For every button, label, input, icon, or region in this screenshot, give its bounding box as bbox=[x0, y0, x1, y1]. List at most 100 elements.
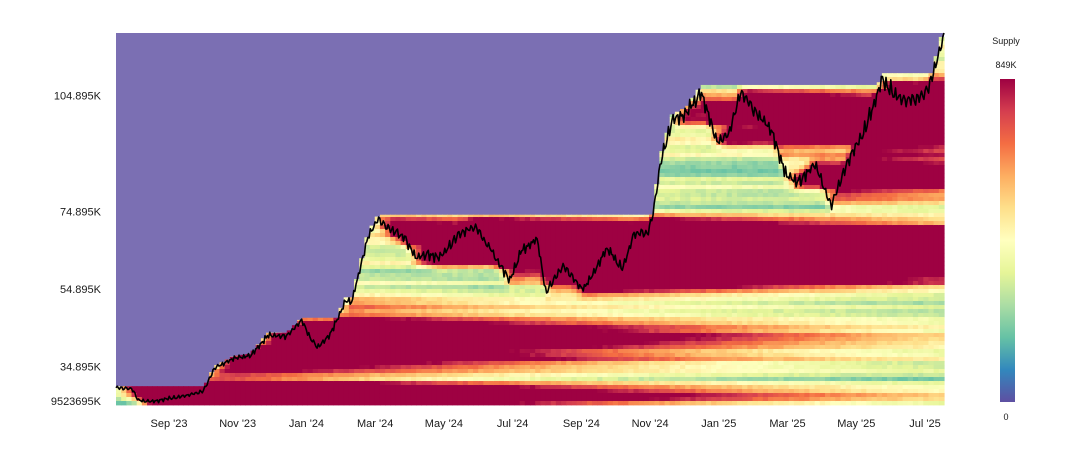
heatmap-cell bbox=[747, 309, 754, 314]
heatmap-cell bbox=[669, 153, 676, 158]
heatmap-cell bbox=[659, 325, 666, 330]
heatmap-cell bbox=[343, 401, 350, 406]
heatmap-cell bbox=[592, 321, 598, 326]
heatmap-cell bbox=[535, 373, 541, 378]
heatmap-cell bbox=[680, 193, 686, 198]
heatmap-cell bbox=[726, 337, 733, 342]
heatmap-cell bbox=[737, 361, 743, 366]
heatmap-cell bbox=[400, 214, 407, 218]
heatmap-cell bbox=[385, 245, 391, 250]
heatmap-cell bbox=[674, 169, 681, 174]
heatmap-cell bbox=[514, 373, 521, 378]
heatmap-column bbox=[514, 214, 521, 406]
heatmap-cell bbox=[442, 381, 448, 386]
heatmap-cell bbox=[514, 389, 521, 394]
heatmap-cell bbox=[638, 293, 645, 298]
heatmap-cell bbox=[700, 325, 707, 330]
heatmap-cell bbox=[711, 121, 717, 126]
heatmap-cell bbox=[421, 305, 428, 310]
heatmap-cell bbox=[685, 265, 692, 270]
heatmap-cell bbox=[493, 245, 500, 250]
heatmap-cell bbox=[690, 185, 697, 190]
heatmap-cell bbox=[260, 349, 267, 354]
heatmap-cell bbox=[690, 321, 697, 326]
heatmap-cell bbox=[457, 269, 464, 274]
heatmap-cell bbox=[721, 305, 728, 310]
heatmap-cell bbox=[752, 353, 759, 358]
heatmap-cell bbox=[338, 381, 345, 386]
heatmap-cell bbox=[597, 285, 604, 290]
heatmap-cell bbox=[504, 225, 510, 230]
heatmap-cell bbox=[493, 214, 500, 218]
heatmap-cell bbox=[452, 369, 459, 374]
heatmap-cell bbox=[286, 377, 293, 382]
heatmap-cell bbox=[333, 397, 340, 402]
heatmap-cell bbox=[266, 337, 272, 342]
heatmap-cell bbox=[462, 397, 469, 402]
heatmap-cell bbox=[555, 321, 562, 326]
heatmap-cell bbox=[716, 189, 723, 194]
heatmap-cell bbox=[405, 229, 412, 234]
heatmap-column bbox=[524, 214, 531, 406]
heatmap-cell bbox=[307, 357, 314, 362]
heatmap-cell bbox=[442, 273, 448, 278]
heatmap-cell bbox=[617, 385, 624, 390]
heatmap-cell bbox=[550, 309, 557, 314]
heatmap-cell bbox=[711, 353, 717, 358]
heatmap-cell bbox=[685, 125, 692, 130]
heatmap-cell bbox=[545, 305, 552, 310]
heatmap-cell bbox=[674, 125, 681, 130]
heatmap-column bbox=[136, 386, 143, 406]
heatmap-cell bbox=[379, 365, 386, 370]
heatmap-cell bbox=[379, 317, 386, 322]
heatmap-cell bbox=[664, 157, 671, 162]
heatmap-cell bbox=[752, 89, 759, 94]
heatmap-cell bbox=[462, 353, 469, 358]
heatmap-cell bbox=[752, 177, 759, 182]
heatmap-cell bbox=[700, 177, 707, 182]
heatmap-cell bbox=[343, 389, 350, 394]
heatmap-cell bbox=[623, 249, 629, 254]
heatmap-cell bbox=[737, 193, 743, 198]
heatmap-cell bbox=[581, 233, 588, 238]
heatmap-cell bbox=[586, 269, 593, 274]
heatmap-cell bbox=[586, 337, 593, 342]
heatmap-cell bbox=[457, 369, 464, 374]
heatmap-cell bbox=[737, 113, 743, 118]
heatmap-cell bbox=[659, 309, 666, 314]
heatmap-cell bbox=[602, 217, 609, 222]
heatmap-cell bbox=[711, 317, 717, 322]
heatmap-cell bbox=[628, 301, 635, 306]
heatmap-cell bbox=[338, 369, 345, 374]
heatmap-cell bbox=[592, 273, 598, 278]
heatmap-cell bbox=[452, 345, 459, 350]
heatmap-cell bbox=[592, 393, 598, 398]
heatmap-cell bbox=[550, 321, 557, 326]
heatmap-cell bbox=[524, 214, 531, 218]
heatmap-cell bbox=[473, 337, 479, 342]
heatmap-cell bbox=[504, 277, 510, 282]
heatmap-cell bbox=[478, 357, 485, 362]
heatmap-cell bbox=[566, 253, 572, 258]
heatmap-cell bbox=[597, 397, 604, 402]
heatmap-cell bbox=[431, 341, 438, 346]
heatmap-cell bbox=[405, 261, 412, 266]
heatmap-column bbox=[674, 111, 681, 406]
heatmap-cell bbox=[410, 289, 417, 294]
heatmap-cell bbox=[488, 214, 495, 218]
heatmap-cell bbox=[535, 389, 541, 394]
heatmap-cell bbox=[452, 285, 459, 290]
heatmap-cell bbox=[617, 317, 624, 322]
heatmap-cell bbox=[731, 185, 738, 190]
heatmap-cell bbox=[121, 393, 127, 398]
heatmap-cell bbox=[405, 393, 412, 398]
heatmap-cell bbox=[457, 357, 464, 362]
heatmap-cell bbox=[700, 141, 707, 146]
heatmap-cell bbox=[597, 309, 604, 314]
heatmap-cell bbox=[462, 237, 469, 242]
heatmap-cell bbox=[664, 285, 671, 290]
heatmap-cell bbox=[612, 297, 619, 302]
heatmap-cell bbox=[654, 353, 660, 358]
heatmap-cell bbox=[276, 361, 283, 366]
heatmap-cell bbox=[555, 214, 562, 218]
